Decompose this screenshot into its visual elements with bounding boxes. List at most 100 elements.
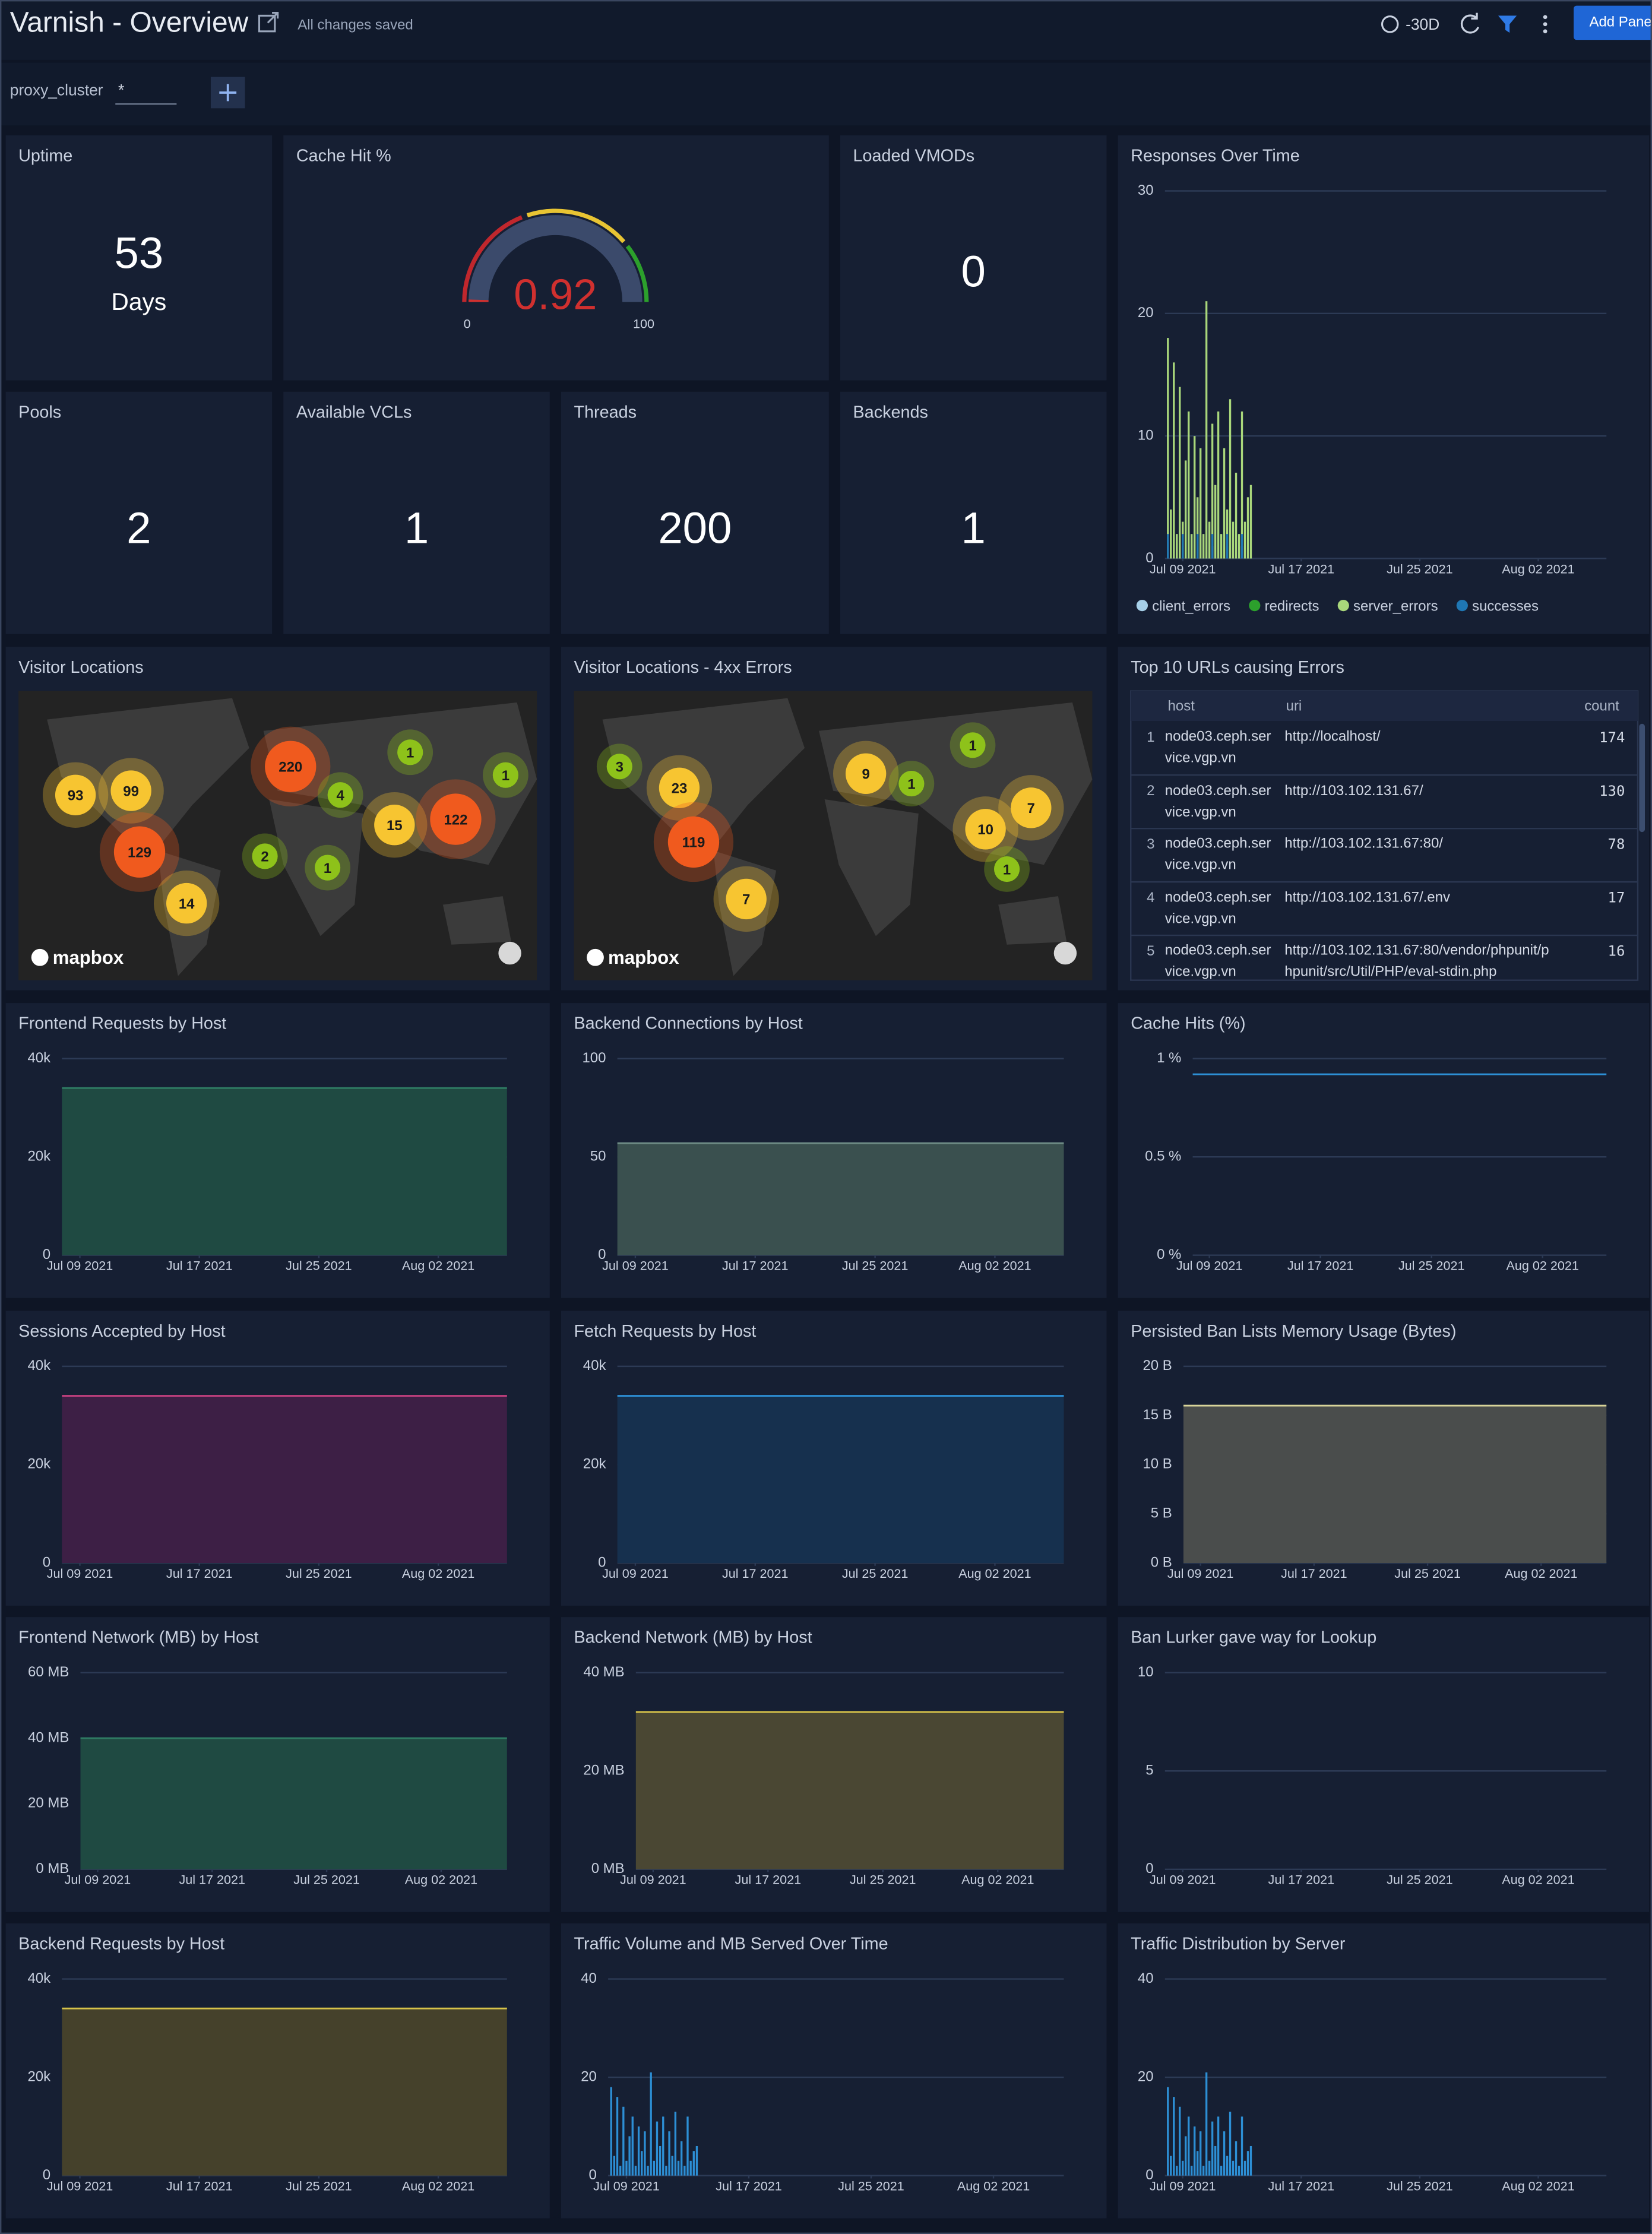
area-fill (62, 2008, 507, 2176)
share-icon[interactable] (258, 12, 279, 33)
marker-label: 129 (128, 844, 151, 860)
y-tick-label: 5 (1145, 1762, 1153, 1779)
bar (683, 2166, 686, 2176)
add-panel-button[interactable] (1574, 5, 1652, 40)
bar (628, 2136, 631, 2176)
bar (1196, 497, 1199, 559)
cell-uri: http://localhost/ (1284, 729, 1381, 745)
dot[interactable] (1543, 15, 1547, 20)
x-tick-label: Aug 02 2021 (957, 2179, 1030, 2194)
filter-label: proxy_cluster (10, 81, 103, 99)
share-icon-box[interactable] (258, 14, 276, 33)
marker-label: 23 (672, 781, 688, 797)
bar (1229, 2112, 1232, 2176)
bar (1240, 2116, 1243, 2176)
y-tick-label: 20 (1138, 305, 1154, 321)
map-attribution: mapbox (53, 947, 124, 968)
panel-title: Backend Connections by Host (574, 1014, 803, 1033)
x-tick-label: Jul 17 2021 (722, 1566, 789, 1581)
marker-label: 7 (742, 892, 750, 908)
panel-title: Backend Network (MB) by Host (574, 1628, 812, 1647)
area-fill (617, 1396, 1064, 1563)
x-tick-label: Jul 09 2021 (602, 1258, 669, 1273)
marker (845, 753, 887, 794)
panel-title: Visitor Locations (18, 658, 143, 677)
x-tick-label: Aug 02 2021 (958, 1258, 1031, 1273)
marker-label: 3 (616, 760, 624, 776)
panel-title: Pools (18, 403, 61, 422)
bar (1214, 485, 1217, 559)
bar (1194, 436, 1196, 559)
gauge-track (469, 215, 643, 302)
panel-title: Persisted Ban Lists Memory Usage (Bytes) (1131, 1322, 1456, 1341)
row-rank: 5 (1147, 943, 1154, 959)
refresh-icon[interactable] (1460, 12, 1479, 34)
more-icon[interactable] (1543, 15, 1547, 34)
y-tick-label: 20k (27, 1456, 51, 1472)
bar (1173, 362, 1175, 559)
bar (1205, 301, 1208, 559)
time-range[interactable]: -30D (1406, 15, 1439, 33)
dot[interactable] (1543, 29, 1547, 34)
bar (1194, 2126, 1196, 2176)
panel-title: Traffic Distribution by Server (1131, 1935, 1346, 1954)
cell-host: node03.ceph.service.vgp.vn (1165, 783, 1271, 819)
mapbox-logo (31, 948, 49, 966)
bar (1217, 2116, 1220, 2176)
bar (1196, 2151, 1199, 2176)
panel (283, 391, 550, 634)
y-tick-label: 0 (589, 2167, 597, 2183)
bar (1188, 2116, 1190, 2176)
column-header: uri (1286, 698, 1302, 714)
table-body: 1 node03.ceph.service.vgp.vn http://localh… (1131, 729, 1638, 980)
y-tick-label: 20 (1138, 2068, 1154, 2084)
cell-uri: http://localhost/ (1284, 729, 1381, 745)
x-tick-label: Aug 02 2021 (1505, 1566, 1577, 1581)
stat-value: 2 (126, 504, 151, 553)
cell-count: 174 (1599, 729, 1625, 746)
y-tick-label: 40 (581, 1970, 597, 1986)
add-panel-label[interactable]: Add Panel (1589, 14, 1652, 30)
marker-label: 15 (387, 818, 403, 834)
x-tick-label: Jul 09 2021 (1176, 1258, 1243, 1273)
marker-label: 1 (406, 745, 414, 761)
stat-value: 200 (658, 504, 732, 553)
filter-icon[interactable] (1498, 15, 1517, 33)
marker (659, 767, 700, 808)
scrollbar[interactable] (1639, 723, 1645, 833)
bar (1240, 411, 1243, 559)
marker-label: 1 (502, 768, 509, 784)
cell-host: node03.ceph.service.vgp.vn (1165, 890, 1271, 926)
marker-label: 93 (68, 787, 84, 803)
y-tick-label: 0 B (1151, 1554, 1172, 1570)
marker-label: 122 (444, 812, 467, 828)
y-tick-label: 20k (27, 1148, 51, 1165)
dot[interactable] (1543, 22, 1547, 27)
cell-host: node03.ceph.service.vgp.vn (1164, 729, 1271, 767)
clock-icon[interactable] (1381, 15, 1399, 33)
bar (1211, 2121, 1214, 2176)
x-tick-label: Jul 25 2021 (286, 2179, 352, 2194)
bar (1232, 2160, 1235, 2176)
filter-value[interactable]: * (118, 81, 124, 99)
x-tick-label: Jul 17 2021 (735, 1872, 802, 1887)
stat-value: 1 (961, 504, 986, 553)
bar (692, 2151, 695, 2176)
marker (667, 816, 720, 868)
x-tick-label: Jul 25 2021 (842, 1566, 909, 1581)
y-tick-label: 0 MB (36, 1860, 69, 1877)
add-filter-icon[interactable] (219, 84, 237, 102)
y-tick-label: 5 B (1151, 1505, 1172, 1521)
panel (5, 391, 273, 634)
map-land (998, 896, 1067, 945)
panel (283, 135, 829, 381)
share-icon-arrow[interactable] (267, 12, 279, 24)
bar (1196, 534, 1199, 559)
cell-count: 17 (1608, 890, 1625, 906)
map-info[interactable] (498, 941, 521, 965)
marker (1011, 787, 1052, 828)
marker (430, 793, 482, 845)
map-info[interactable] (1053, 941, 1077, 965)
